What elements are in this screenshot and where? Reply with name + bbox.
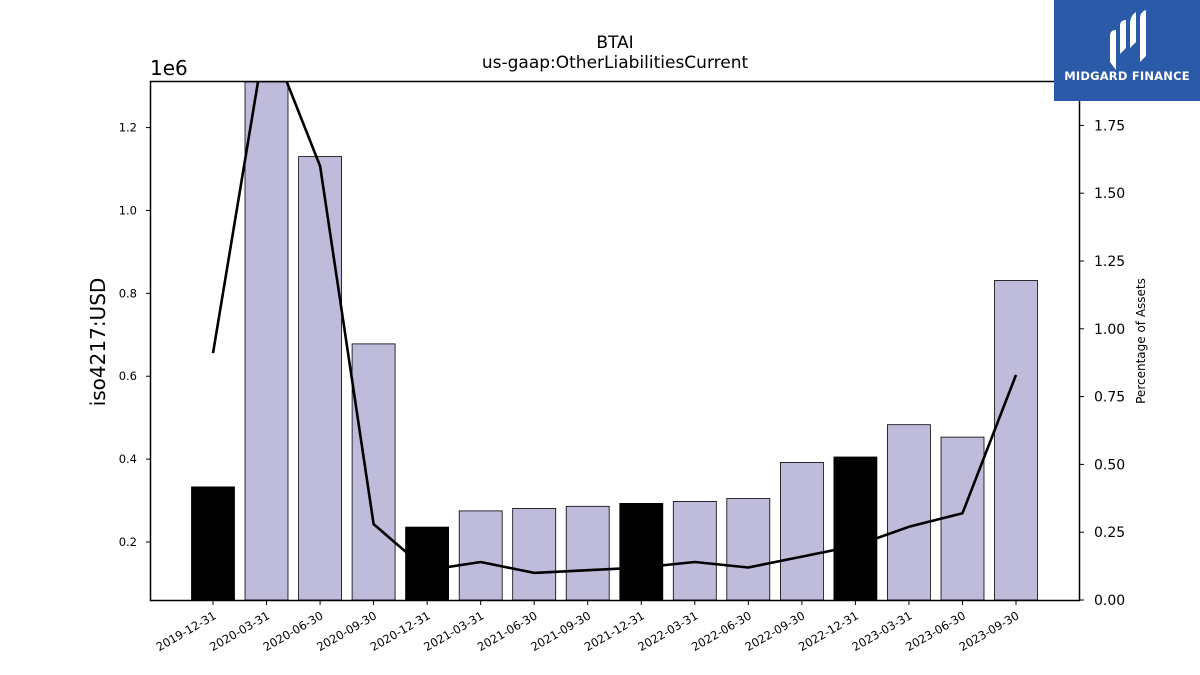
bar-2019-12-31	[191, 486, 235, 601]
percentage-of-assets-line	[211, 82, 1018, 575]
bar-2020-06-30	[298, 156, 343, 601]
bar-2022-03-31	[672, 500, 717, 601]
y-tick-label: 0.2	[119, 535, 137, 549]
y2-tick-label: 1.50	[1094, 186, 1125, 202]
y2-axis-label: Percentage of Assets	[1134, 278, 1148, 404]
chart-subtitle: us-gaap:OtherLiabilitiesCurrent	[482, 53, 749, 73]
bar-2021-09-30	[565, 505, 610, 601]
y-tick-label: 0.8	[119, 286, 137, 300]
bar-2023-09-30	[994, 280, 1038, 601]
bar-2021-03-31	[458, 510, 503, 601]
y2-tick-label: 1.25	[1094, 254, 1125, 270]
midgard-logo-icon	[1110, 10, 1146, 70]
bar-2021-06-30	[512, 507, 557, 601]
brand-logo-text: MIDGARD FINANCE	[1064, 69, 1190, 83]
x-tick-label: 2020-03-31	[207, 608, 272, 654]
bar-2021-12-31	[619, 502, 664, 601]
x-tick-label: 2023-06-30	[903, 608, 968, 654]
x-tick-label: 2021-03-31	[421, 608, 486, 654]
y2-tick-label: 0.75	[1094, 390, 1125, 406]
bar-2022-12-31	[833, 456, 878, 601]
x-tick-label: 2023-03-31	[850, 608, 915, 654]
y2-tick-label: 1.00	[1094, 322, 1125, 338]
bar-2020-12-31	[405, 526, 450, 601]
y2-tick-label: 0.25	[1094, 525, 1125, 541]
y-tick-label: 1.2	[119, 121, 137, 135]
x-tick-label: 2021-06-30	[475, 608, 540, 654]
x-tick-label: 2022-12-31	[796, 608, 861, 654]
y-axis-label: iso4217:USD	[86, 278, 110, 407]
y2-tick-label: 1.75	[1094, 118, 1125, 134]
bar-2022-06-30	[726, 498, 771, 601]
x-tick-label: 2020-06-30	[261, 608, 326, 654]
bar-2023-03-31	[887, 424, 931, 601]
x-tick-label: 2022-03-31	[635, 608, 700, 654]
bar-2022-09-30	[780, 461, 824, 601]
x-tick-label: 2022-09-30	[742, 608, 807, 654]
x-tick-label: 2020-09-30	[314, 608, 379, 654]
y2-tick-label: 0.50	[1094, 457, 1125, 473]
x-tick-label: 2019-12-31	[154, 608, 219, 654]
x-tick-label: 2023-09-30	[957, 608, 1022, 654]
x-tick-label: 2022-06-30	[689, 608, 754, 654]
y2-tick-label: 0.00	[1094, 593, 1125, 609]
bar-2020-03-31	[244, 81, 289, 601]
y-offset-label: 1e6	[150, 56, 188, 80]
x-tick-label: 2021-12-31	[582, 608, 647, 654]
chart-title: BTAI	[596, 33, 633, 53]
y-tick-label: 1.0	[119, 203, 137, 217]
plot-frame	[149, 80, 1081, 602]
y-tick-label: 0.6	[119, 369, 137, 383]
brand-logo: MIDGARD FINANCE	[1054, 0, 1200, 101]
bar-2023-06-30	[940, 436, 985, 601]
y-tick-label: 0.4	[119, 452, 137, 466]
x-tick-label: 2020-12-31	[368, 608, 433, 654]
x-tick-label: 2021-09-30	[528, 608, 593, 654]
bar-2020-09-30	[351, 343, 396, 601]
